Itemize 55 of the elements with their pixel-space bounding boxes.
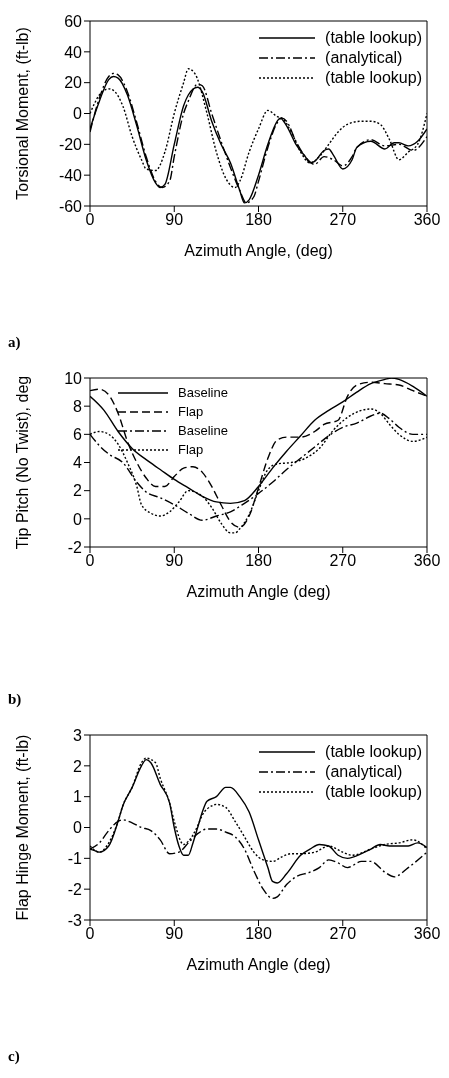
y-tick-label: 1 [73, 788, 83, 806]
text: c) [8, 1048, 21, 1065]
y-axis-title: Flap Hinge Moment, (ft-lb) [13, 734, 31, 921]
y-tick-label: -40 [58, 166, 83, 184]
x-tick-label: 360 [413, 552, 441, 570]
x-tick-label: 90 [165, 925, 184, 943]
x-tick-label: 360 [413, 211, 441, 229]
legend-label: (table lookup) [325, 28, 422, 48]
y-tick-label: 2 [73, 482, 83, 500]
legend-label: Flap [178, 441, 204, 459]
y-tick-label: -1 [67, 850, 83, 868]
x-tick-label: 90 [165, 211, 184, 229]
legend-label: Baseline [178, 422, 228, 440]
legend-label: Flap [178, 403, 204, 421]
y-axis-title: Torsional Moment, (ft-lb) [13, 27, 31, 200]
y-tick-label: 0 [73, 510, 83, 528]
x-tick-label: 180 [245, 211, 272, 229]
x-axis-title: Azimuth Angle, (deg) [184, 242, 333, 259]
x-tick-label: 0 [85, 552, 95, 570]
x-tick-label: 180 [245, 925, 272, 943]
legend-label: (table lookup) [325, 742, 422, 762]
x-tick-label: 270 [329, 552, 357, 570]
y-tick-label: -3 [67, 911, 83, 929]
y-tick-label: -2 [67, 538, 83, 556]
x-axis-title: Azimuth Angle (deg) [186, 583, 331, 600]
x-tick-label: 270 [329, 925, 357, 943]
text: a) [8, 334, 22, 351]
x-tick-label: 270 [329, 211, 357, 229]
y-tick-label: 0 [73, 105, 83, 123]
x-tick-label: 0 [85, 925, 95, 943]
legend-label: Baseline [178, 384, 228, 402]
y-tick-label: 10 [64, 369, 83, 387]
x-axis-title: Azimuth Angle (deg) [186, 956, 331, 973]
legend-label: (table lookup) [325, 68, 422, 88]
x-tick-label: 360 [413, 925, 441, 943]
y-tick-label: 3 [73, 726, 83, 744]
y-tick-label: -60 [58, 197, 83, 215]
y-tick-label: 2 [73, 757, 83, 775]
y-tick-label: -20 [58, 136, 83, 154]
x-tick-label: 90 [165, 552, 184, 570]
y-tick-label: 60 [64, 12, 83, 30]
y-tick-label: 40 [64, 43, 83, 61]
y-tick-label: 4 [73, 454, 83, 472]
x-tick-label: 180 [245, 552, 272, 570]
x-tick-label: 0 [85, 211, 95, 229]
text: b) [8, 691, 23, 708]
legend-label: (analytical) [325, 762, 403, 782]
y-tick-label: -2 [67, 880, 83, 898]
y-tick-label: 6 [73, 426, 83, 444]
y-tick-label: 20 [64, 74, 83, 92]
y-tick-label: 8 [73, 397, 83, 415]
y-axis-title: Tip Pitch (No Twist), deg [13, 375, 31, 550]
y-tick-label: 0 [73, 819, 83, 837]
legend-label: (analytical) [325, 48, 403, 68]
legend-label: (table lookup) [325, 782, 422, 802]
